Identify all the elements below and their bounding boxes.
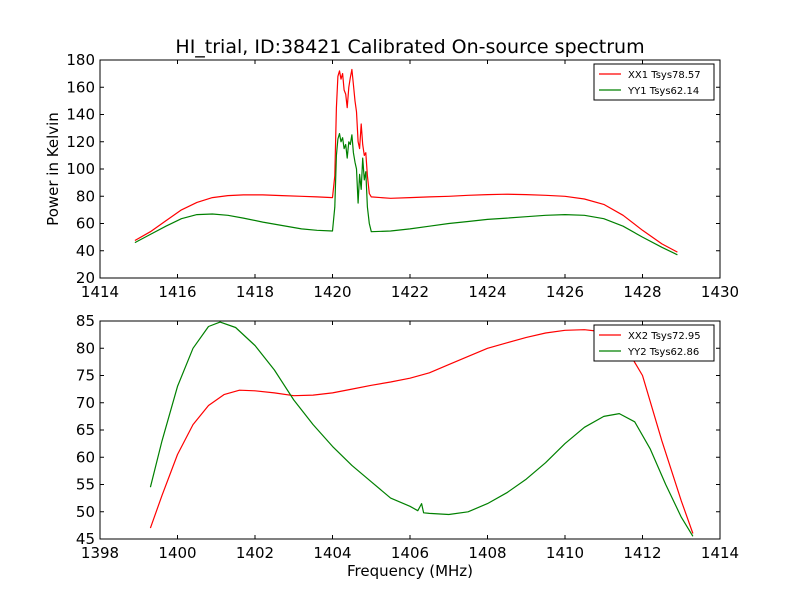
x-tick-label: 1398 xyxy=(81,544,119,562)
y-tick-label: 65 xyxy=(76,421,95,439)
x-tick-label: 1414 xyxy=(81,283,119,301)
series-line-1 xyxy=(134,68,678,253)
series-line-2 xyxy=(134,133,678,256)
y-tick-label: 80 xyxy=(76,339,95,357)
legend: XX1 Tsys78.57 YY1 Tsys62.14 xyxy=(593,63,715,101)
series-line-2 xyxy=(149,321,694,537)
y-tick-label: 75 xyxy=(76,367,95,385)
legend-box xyxy=(593,63,715,101)
y-tick-label: 80 xyxy=(76,187,95,205)
y-tick-label: 70 xyxy=(76,394,95,412)
x-tick-label: 1404 xyxy=(313,544,351,562)
x-tick-label: 1416 xyxy=(158,283,196,301)
y-tick-label: 120 xyxy=(66,133,95,151)
x-tick-label: 1408 xyxy=(468,544,506,562)
x-tick-label: 1424 xyxy=(468,283,506,301)
legend-label: XX2 Tsys72.95 xyxy=(628,331,701,342)
x-tick-label: 1420 xyxy=(313,283,351,301)
x-tick-label: 1430 xyxy=(701,283,739,301)
y-tick-label: 100 xyxy=(66,160,95,178)
y-axis-label: Power in Kelvin xyxy=(44,112,62,226)
y-tick-label: 45 xyxy=(76,530,95,548)
x-tick-label: 1428 xyxy=(623,283,661,301)
x-tick-label: 1400 xyxy=(158,544,196,562)
series-group xyxy=(134,68,678,256)
x-tick-label: 1414 xyxy=(701,544,739,562)
y-tick-label: 85 xyxy=(76,312,95,330)
chart-title: HI_trial, ID:38421 Calibrated On-source … xyxy=(175,36,644,58)
x-axis-label: Frequency (MHz) xyxy=(347,562,473,580)
legend-label: YY1 Tsys62.14 xyxy=(627,86,699,97)
x-tick-label: 1410 xyxy=(546,544,584,562)
x-tick-label: 1412 xyxy=(623,544,661,562)
y-tick-label: 60 xyxy=(76,215,95,233)
legend-box xyxy=(593,324,715,362)
x-tick-label: 1418 xyxy=(236,283,274,301)
y-tick-label: 40 xyxy=(76,242,95,260)
x-tick-label: 1422 xyxy=(391,283,429,301)
legend: XX2 Tsys72.95 YY2 Tsys62.86 xyxy=(593,324,715,362)
x-tick-label: 1406 xyxy=(391,544,429,562)
y-tick-label: 180 xyxy=(66,51,95,69)
y-tick-label: 55 xyxy=(76,476,95,494)
x-tick-label: 1402 xyxy=(236,544,274,562)
y-tick-label: 20 xyxy=(76,269,95,287)
legend-label: XX1 Tsys78.57 xyxy=(628,70,701,81)
y-tick-label: 60 xyxy=(76,448,95,466)
y-tick-label: 50 xyxy=(76,503,95,521)
bottom-panel: 1398 1400 1402 1404 1406 1408 1410 1412 1414 45 50… xyxy=(76,312,739,580)
top-panel: 1414 1416 1418 1420 1422 1424 1426 1428 1430 20 40… xyxy=(44,51,739,301)
y-tick-label: 160 xyxy=(66,78,95,96)
legend-label: YY2 Tsys62.86 xyxy=(627,347,699,358)
y-tick-label: 140 xyxy=(66,106,95,124)
x-tick-label: 1426 xyxy=(546,283,584,301)
